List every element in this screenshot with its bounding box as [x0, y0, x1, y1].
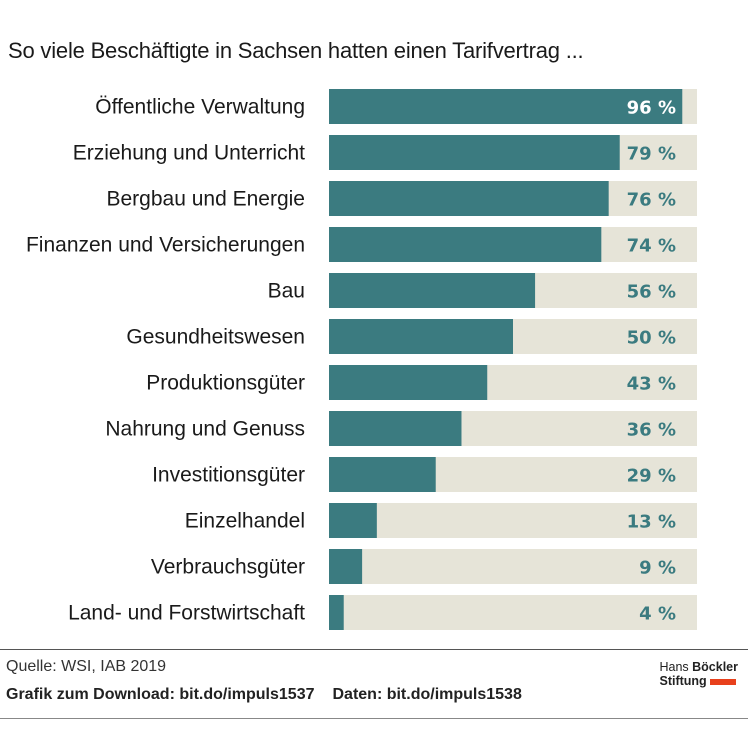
category-label: Öffentliche Verwaltung [95, 96, 305, 119]
category-label: Investitionsgüter [152, 464, 305, 487]
category-label: Bergbau und Energie [107, 188, 306, 211]
category-label: Nahrung und Genuss [105, 418, 305, 441]
bar [329, 549, 363, 584]
value-label: 56 % [627, 282, 676, 303]
category-label: Gesundheitswesen [126, 326, 305, 349]
footer-divider-bottom [0, 718, 748, 719]
bar-track [329, 595, 697, 630]
brand-name-first: Hans [659, 660, 693, 674]
value-label: 74 % [627, 236, 676, 257]
value-label: 96 % [627, 98, 676, 119]
download-link[interactable]: Grafik zum Download: bit.do/impuls1537 [6, 686, 315, 703]
value-label: 43 % [627, 374, 676, 395]
brand-logo: Hans Böckler Stiftung [659, 660, 738, 688]
brand-accent-bar [709, 678, 736, 685]
value-label: 4 % [639, 604, 676, 625]
category-label: Land- und Forstwirtschaft [68, 602, 305, 625]
bar [329, 411, 462, 446]
value-label: 36 % [627, 420, 676, 441]
bar [329, 457, 436, 492]
bar [329, 181, 609, 216]
value-label: 9 % [639, 558, 676, 579]
category-label: Produktionsgüter [146, 372, 305, 395]
value-label: 13 % [627, 512, 676, 533]
value-label: 29 % [627, 466, 676, 487]
chart-title: So viele Beschäftigte in Sachsen hatten … [8, 38, 584, 63]
bar [329, 503, 377, 538]
category-label: Erziehung und Unterricht [73, 142, 305, 165]
bar [329, 89, 683, 124]
category-label: Bau [268, 280, 305, 303]
value-label: 79 % [627, 144, 676, 165]
category-label: Finanzen und Versicherungen [26, 234, 305, 257]
bar [329, 319, 513, 354]
bar [329, 365, 488, 400]
brand-name-foundation: Stiftung [659, 674, 707, 688]
bar [329, 227, 602, 262]
download-links: Grafik zum Download: bit.do/impuls1537 Da… [6, 686, 522, 704]
source-note: Quelle: WSI, IAB 2019 [6, 658, 167, 675]
category-label: Einzelhandel [185, 510, 305, 533]
value-label: 76 % [627, 190, 676, 211]
value-label: 50 % [627, 328, 676, 349]
bar [329, 135, 620, 170]
bar-track [329, 549, 697, 584]
bar [329, 595, 344, 630]
data-link[interactable]: Daten: bit.do/impuls1538 [332, 686, 522, 703]
brand-name-last: Böckler [692, 660, 738, 674]
bar-chart: Öffentliche Verwaltung 96 % Erziehung und … [26, 89, 697, 630]
footer-divider-top [0, 649, 748, 650]
category-label: Verbrauchsgüter [151, 556, 305, 579]
bar-track [329, 503, 697, 538]
bar [329, 273, 536, 308]
